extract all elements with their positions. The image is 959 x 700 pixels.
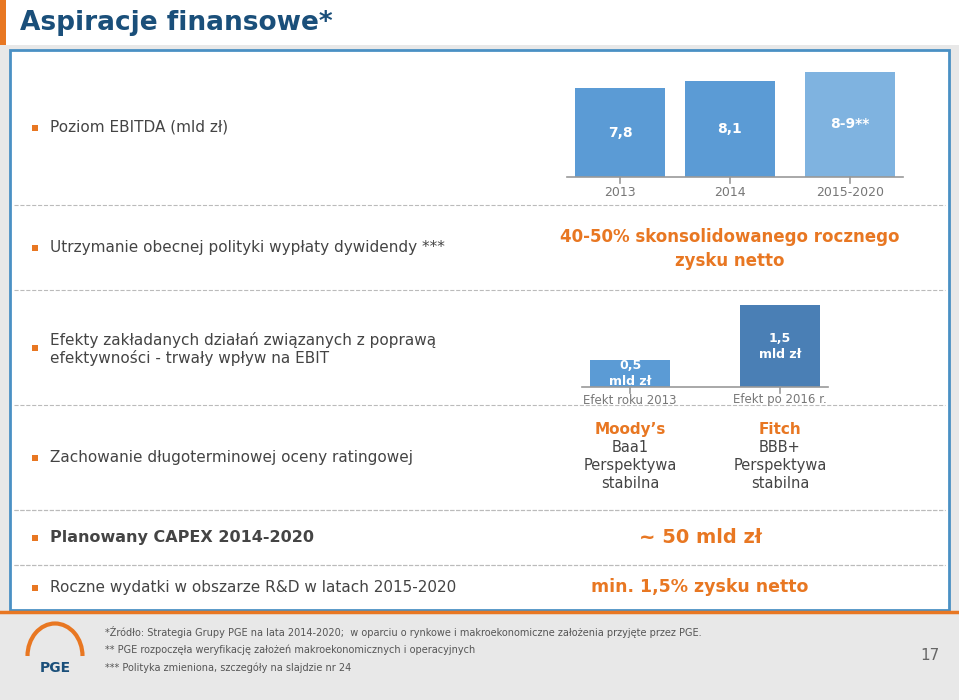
Text: PGE: PGE (39, 661, 71, 675)
Text: 2015-2020: 2015-2020 (816, 186, 884, 199)
Text: 0,5
mld zł: 0,5 mld zł (609, 359, 651, 388)
Text: 7,8: 7,8 (608, 125, 632, 139)
Text: Roczne wydatki w obszarze R&D w latach 2015-2020: Roczne wydatki w obszarze R&D w latach 2… (50, 580, 456, 595)
Text: efektywności - trwały wpływ na EBIT: efektywności - trwały wpływ na EBIT (50, 349, 329, 365)
Bar (590, 360, 670, 387)
Text: Perspektywa: Perspektywa (583, 458, 677, 473)
Bar (740, 305, 820, 387)
Text: 2013: 2013 (604, 186, 636, 199)
Bar (805, 71, 895, 177)
Text: Utrzymanie obecnej polityki wypłaty dywidendy ***: Utrzymanie obecnej polityki wypłaty dywi… (50, 240, 445, 255)
Text: ** PGE rozpoczęła weryfikację założeń makroekonomicznych i operacyjnych: ** PGE rozpoczęła weryfikację założeń ma… (105, 645, 476, 655)
Text: zysku netto: zysku netto (675, 251, 784, 270)
Bar (0, 612, 959, 700)
Text: stabilna: stabilna (600, 476, 659, 491)
Text: Aspiracje finansowe*: Aspiracje finansowe* (20, 10, 333, 36)
Text: Efekty zakładanych działań związanych z poprawą: Efekty zakładanych działań związanych z … (50, 332, 436, 347)
Text: stabilna: stabilna (751, 476, 809, 491)
Text: Poziom EBITDA (mld zł): Poziom EBITDA (mld zł) (50, 120, 228, 135)
Text: Efekt po 2016 r.: Efekt po 2016 r. (733, 393, 827, 407)
Text: *Źródło: Strategia Grupy PGE na lata 2014-2020;  w oparciu o rynkowe i makroekon: *Źródło: Strategia Grupy PGE na lata 201… (105, 626, 702, 638)
Text: Fitch: Fitch (759, 422, 802, 437)
Bar (575, 88, 665, 177)
Text: 40-50% skonsolidowanego rocznego: 40-50% skonsolidowanego rocznego (560, 228, 900, 246)
Bar (685, 81, 775, 177)
Text: 1,5
mld zł: 1,5 mld zł (759, 332, 801, 361)
Bar (0, 0, 959, 45)
Text: Efekt roku 2013: Efekt roku 2013 (583, 393, 677, 407)
Text: min. 1,5% zysku netto: min. 1,5% zysku netto (592, 578, 808, 596)
Text: Moody’s: Moody’s (595, 422, 666, 437)
Bar (0, 0, 6, 45)
Bar (10, 50, 949, 610)
Text: Perspektywa: Perspektywa (734, 458, 827, 473)
Text: *** Polityka zmieniona, szczegóły na slajdzie nr 24: *** Polityka zmieniona, szczegóły na sla… (105, 663, 351, 673)
Text: 17: 17 (921, 648, 940, 664)
Text: ~ 50 mld zł: ~ 50 mld zł (639, 528, 761, 547)
Text: 8,1: 8,1 (717, 122, 742, 136)
Text: Planowany CAPEX 2014-2020: Planowany CAPEX 2014-2020 (50, 530, 314, 545)
Text: 8-9**: 8-9** (830, 118, 870, 132)
Text: BBB+: BBB+ (760, 440, 801, 455)
Text: Zachowanie długoterminowej oceny ratingowej: Zachowanie długoterminowej oceny ratingo… (50, 450, 413, 465)
Text: 2014: 2014 (714, 186, 746, 199)
Text: Baa1: Baa1 (612, 440, 648, 455)
